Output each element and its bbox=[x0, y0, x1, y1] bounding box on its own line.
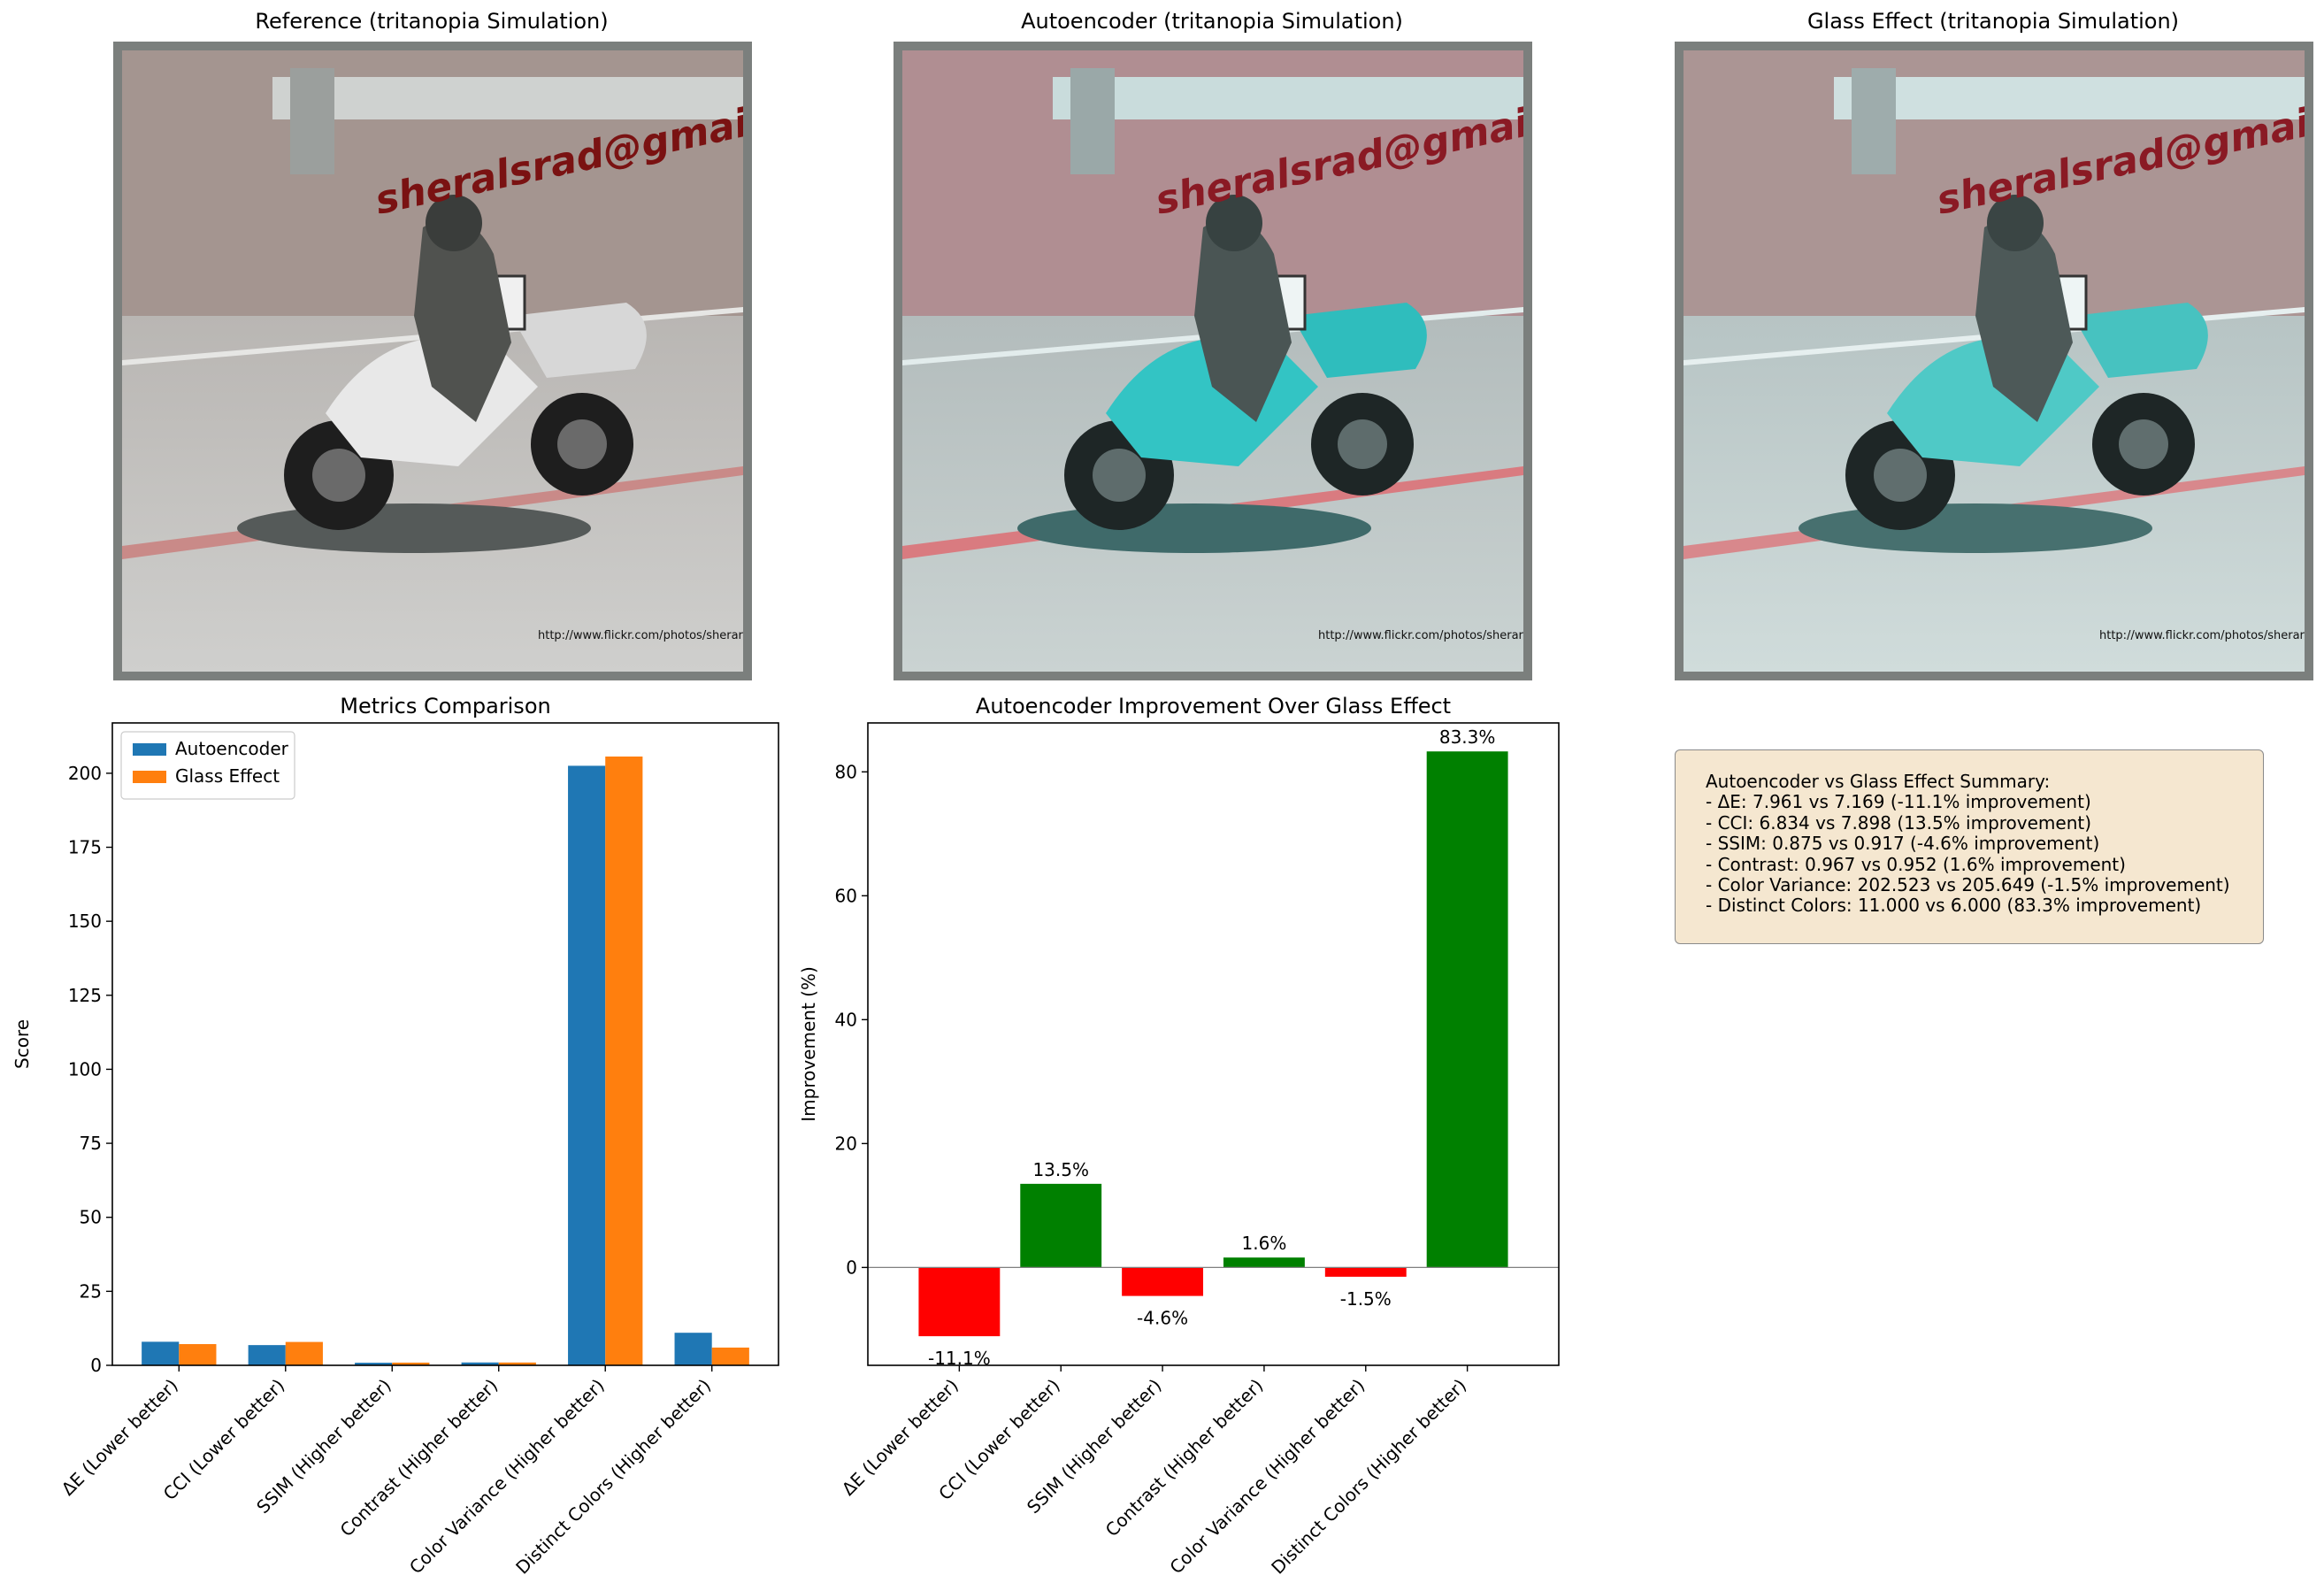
bar-glass-effect bbox=[392, 1362, 430, 1365]
bar-autoencoder bbox=[461, 1362, 499, 1365]
y-tick-label: 125 bbox=[68, 985, 102, 1006]
bar-glass-effect bbox=[711, 1347, 749, 1365]
improvement-bar bbox=[1223, 1257, 1305, 1268]
bar-glass-effect bbox=[179, 1344, 217, 1365]
y-tick-label: 200 bbox=[68, 763, 102, 784]
credit-text: http://www.flickr.com/photos/sherarich bbox=[538, 629, 743, 642]
y-tick-label: 150 bbox=[68, 911, 102, 932]
x-tick-label: Distinct Colors (Higher better) bbox=[1267, 1375, 1470, 1575]
y-tick-label: 40 bbox=[835, 1009, 857, 1030]
plot-frame bbox=[867, 722, 1560, 1366]
improvement-bar bbox=[1426, 751, 1508, 1268]
y-tick-label: 25 bbox=[80, 1280, 102, 1302]
summary-line-delta-e: - ΔE: 7.961 vs 7.169 (-11.1% improvement… bbox=[1706, 791, 2091, 813]
panel-title-autoencoder: Autoencoder (tritanopia Simulation) bbox=[1021, 9, 1403, 34]
y-tick-label: 50 bbox=[80, 1207, 102, 1228]
panel-title-glass: Glass Effect (tritanopia Simulation) bbox=[1806, 9, 2180, 34]
summary-line-color-variance: - Color Variance: 202.523 vs 205.649 (-1… bbox=[1706, 874, 2230, 896]
bar-value-label: 13.5% bbox=[1032, 1159, 1089, 1180]
bar-autoencoder bbox=[142, 1341, 180, 1365]
y-tick-label: 0 bbox=[846, 1256, 857, 1278]
improvement-chart: Autoencoder Improvement Over Glass Effec… bbox=[798, 694, 1560, 1575]
bar-glass-effect bbox=[498, 1362, 536, 1365]
autoencoder-image: sheralsrad@gmail.com http://www.flickr.c… bbox=[894, 42, 1532, 680]
bar-glass-effect bbox=[285, 1341, 323, 1365]
legend-swatch-glass bbox=[133, 771, 166, 783]
bar-value-label: -1.5% bbox=[1340, 1288, 1392, 1310]
bar-glass-effect bbox=[605, 756, 643, 1365]
y-tick-label: 75 bbox=[80, 1133, 102, 1154]
y-tick-label: 60 bbox=[835, 885, 857, 906]
bar-value-label: 83.3% bbox=[1439, 726, 1496, 748]
bar-autoencoder bbox=[568, 765, 606, 1365]
panel-title-reference: Reference (tritanopia Simulation) bbox=[255, 9, 609, 34]
y-axis-label: Score bbox=[12, 1019, 33, 1069]
improvement-bar bbox=[1324, 1267, 1407, 1277]
bar-value-label: -4.6% bbox=[1137, 1308, 1188, 1329]
credit-text: http://www.flickr.com/photos/sherarich bbox=[1318, 629, 1523, 642]
legend-label-autoencoder: Autoencoder bbox=[175, 738, 289, 759]
glass-effect-image: sheralsrad@gmail.com http://www.flickr.c… bbox=[1675, 42, 2313, 680]
bar-autoencoder bbox=[248, 1345, 286, 1365]
x-tick-label: Color Variance (Higher better) bbox=[1166, 1375, 1369, 1575]
x-tick-label: Distinct Colors (Higher better) bbox=[511, 1375, 715, 1575]
improvement-bar bbox=[1122, 1267, 1204, 1296]
x-tick-label: Color Variance (Higher better) bbox=[405, 1375, 609, 1575]
plot-frame bbox=[111, 722, 779, 1366]
summary-line-contrast: - Contrast: 0.967 vs 0.952 (1.6% improve… bbox=[1706, 853, 2126, 875]
x-tick-label: ΔE (Lower better) bbox=[58, 1375, 182, 1500]
summary-heading: Autoencoder vs Glass Effect Summary: bbox=[1706, 771, 2051, 792]
legend-label-glass: Glass Effect bbox=[175, 765, 280, 787]
improvement-bar bbox=[1020, 1183, 1102, 1268]
summary-line-distinct-colors: - Distinct Colors: 11.000 vs 6.000 (83.3… bbox=[1706, 895, 2202, 917]
bar-autoencoder bbox=[355, 1363, 393, 1365]
reference-image: sheralsrad@gmail.com http://www.flickr.c… bbox=[113, 42, 752, 680]
summary-box: Autoencoder vs Glass Effect Summary: - Δ… bbox=[1675, 749, 2264, 944]
metrics-comparison-chart: Metrics Comparison Score 0 25 50 75 100 125 15… bbox=[12, 694, 779, 1575]
y-tick-label: 80 bbox=[835, 761, 857, 782]
chart-title: Metrics Comparison bbox=[340, 694, 550, 718]
y-tick-label: 20 bbox=[835, 1133, 857, 1154]
summary-line-ssim: - SSIM: 0.875 vs 0.917 (-4.6% improvemen… bbox=[1706, 833, 2100, 855]
chart-title: Autoencoder Improvement Over Glass Effec… bbox=[976, 694, 1451, 718]
y-tick-label: 175 bbox=[68, 837, 102, 858]
legend: Autoencoder Glass Effect bbox=[120, 731, 295, 800]
summary-line-cci: - CCI: 6.834 vs 7.898 (13.5% improvement… bbox=[1706, 811, 2092, 834]
legend-swatch-autoencoder bbox=[133, 743, 166, 756]
improvement-bar bbox=[918, 1267, 1001, 1337]
y-tick-label: 0 bbox=[90, 1355, 102, 1376]
bar-value-label: 1.6% bbox=[1242, 1233, 1287, 1254]
y-tick-label: 100 bbox=[68, 1058, 102, 1080]
bar-autoencoder bbox=[674, 1333, 712, 1365]
y-axis-label: Improvement (%) bbox=[798, 966, 819, 1122]
credit-text: http://www.flickr.com/photos/sherarich bbox=[2099, 629, 2305, 642]
